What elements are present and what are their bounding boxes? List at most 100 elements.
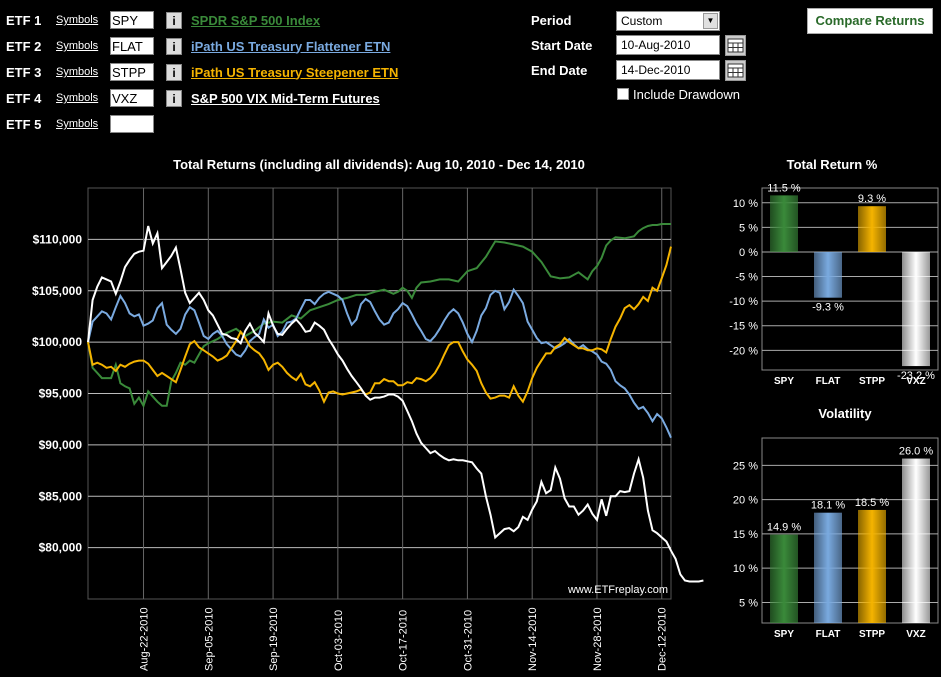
- period-value: Custom: [621, 14, 663, 28]
- y-tick-label: 20 %: [733, 495, 758, 507]
- y-tick-label: -20 %: [729, 345, 758, 357]
- category-label: STPP: [859, 376, 885, 387]
- bar-value-label: -23.2 %: [897, 370, 935, 382]
- x-tick-label: Sep-05-2010: [203, 607, 215, 671]
- x-tick-label: Oct-31-2010: [462, 610, 474, 671]
- chart-title: Total Return %: [787, 157, 878, 172]
- y-tick-label: 25 %: [733, 460, 758, 472]
- series-line-vxz: [87, 225, 704, 583]
- y-tick-label: 5 %: [739, 597, 758, 609]
- symbols-link[interactable]: Symbols: [56, 92, 99, 104]
- calendar-icon[interactable]: [725, 35, 746, 56]
- symbol-input[interactable]: FLAT: [110, 37, 154, 55]
- etf-row-3: ETF 3 Symbols STPP i iPath US Treasury S…: [6, 62, 398, 82]
- end-date-label: End Date: [531, 63, 588, 78]
- x-tick-label: Oct-17-2010: [398, 610, 410, 671]
- y-tick-label: $95,000: [39, 387, 83, 401]
- bar-vxz: [902, 251, 930, 367]
- etf-name-link[interactable]: SPDR S&P 500 Index: [191, 12, 321, 28]
- bar-value-label: 26.0 %: [899, 446, 933, 458]
- bar-value-label: 9.3 %: [858, 193, 886, 205]
- symbol-input[interactable]: SPY: [110, 11, 154, 29]
- etf-label: ETF 3: [6, 64, 42, 80]
- symbols-link[interactable]: Symbols: [56, 14, 99, 26]
- series-line-stpp: [87, 246, 672, 405]
- symbols-link[interactable]: Symbols: [56, 40, 99, 52]
- bar-value-label: 14.9 %: [767, 522, 801, 534]
- y-tick-label: -15 %: [729, 321, 758, 333]
- y-tick-label: 15 %: [733, 529, 758, 541]
- symbol-input[interactable]: [110, 115, 154, 133]
- category-label: VXZ: [906, 629, 925, 640]
- category-label: VXZ: [906, 376, 925, 387]
- etf-label: ETF 5: [6, 116, 42, 132]
- info-icon[interactable]: i: [166, 11, 182, 29]
- start-date-input[interactable]: 10-Aug-2010: [616, 35, 720, 55]
- y-tick-label: -10 %: [729, 296, 758, 308]
- symbol-input[interactable]: VXZ: [110, 89, 154, 107]
- category-label: FLAT: [816, 376, 841, 387]
- chart-title: Total Returns (including all dividends):…: [173, 157, 585, 172]
- x-tick-label: Oct-03-2010: [333, 610, 345, 671]
- etf-row-2: ETF 2 Symbols FLAT i iPath US Treasury F…: [6, 36, 390, 56]
- end-date-input[interactable]: 14-Dec-2010: [616, 60, 720, 80]
- category-label: SPY: [774, 376, 794, 387]
- bar-vxz: [902, 458, 930, 623]
- y-tick-label: $80,000: [39, 541, 83, 555]
- series-line-spy: [87, 223, 671, 409]
- info-icon[interactable]: i: [166, 63, 182, 81]
- etf-name-link[interactable]: iPath US Treasury Steepener ETN: [191, 64, 399, 80]
- info-icon[interactable]: i: [166, 37, 182, 55]
- y-tick-label: $105,000: [32, 284, 82, 298]
- drawdown-label: Include Drawdown: [633, 87, 740, 102]
- x-tick-label: Nov-14-2010: [527, 607, 539, 671]
- y-tick-label: $90,000: [39, 438, 83, 452]
- y-tick-label: 10 %: [733, 198, 758, 210]
- bar-stpp: [858, 509, 886, 623]
- x-tick-label: Aug-22-2010: [139, 607, 151, 671]
- y-tick-label: 0 %: [739, 247, 758, 259]
- bar-stpp: [858, 206, 886, 252]
- info-icon[interactable]: i: [166, 89, 182, 107]
- etf-row-4: ETF 4 Symbols VXZ i S&P 500 VIX Mid-Term…: [6, 88, 380, 108]
- y-tick-label: $110,000: [33, 232, 83, 246]
- bar-value-label: 18.1 %: [811, 500, 845, 512]
- bar-flat: [814, 251, 842, 298]
- bar-flat: [814, 512, 842, 623]
- etf-label: ETF 1: [6, 12, 42, 28]
- bar-spy: [770, 195, 798, 252]
- y-tick-label: -5 %: [735, 272, 758, 284]
- category-label: SPY: [774, 629, 794, 640]
- etf-label: ETF 4: [6, 90, 42, 106]
- etf-label: ETF 2: [6, 38, 42, 54]
- y-tick-label: $100,000: [32, 335, 82, 349]
- y-tick-label: $85,000: [39, 489, 83, 503]
- symbols-link[interactable]: Symbols: [56, 118, 99, 130]
- bar-spy: [770, 534, 798, 623]
- etf-name-link[interactable]: S&P 500 VIX Mid-Term Futures: [191, 90, 380, 106]
- category-label: FLAT: [816, 629, 841, 640]
- category-label: STPP: [859, 629, 885, 640]
- x-tick-label: Sep-19-2010: [268, 607, 280, 671]
- bar-value-label: -9.3 %: [812, 302, 844, 314]
- calendar-icon[interactable]: [725, 60, 746, 81]
- symbols-link[interactable]: Symbols: [56, 66, 99, 78]
- x-tick-label: Nov-28-2010: [592, 607, 604, 671]
- chart-title: Volatility: [818, 406, 872, 421]
- etf-row-1: ETF 1 Symbols SPY i SPDR S&P 500 Index: [6, 10, 320, 30]
- period-label: Period: [531, 13, 572, 28]
- bar-value-label: 11.5 %: [767, 182, 801, 194]
- compare-returns-button[interactable]: Compare Returns: [807, 8, 933, 34]
- etf-name-link[interactable]: iPath US Treasury Flattener ETN: [191, 38, 391, 54]
- y-tick-label: 5 %: [739, 222, 758, 234]
- drawdown-checkbox[interactable]: [617, 88, 629, 100]
- chevron-down-icon[interactable]: ▼: [703, 13, 718, 29]
- y-tick-label: 10 %: [733, 563, 758, 575]
- x-tick-label: Dec-12-2010: [657, 607, 669, 671]
- total-return-bar-chart: Total Return % 10 % 5 % 0 % -5 % -10 % -15 % -…: [729, 157, 939, 387]
- symbol-input[interactable]: STPP: [110, 63, 154, 81]
- bar-value-label: 18.5 %: [855, 497, 889, 509]
- volatility-bar-chart: Volatility 5 % 10 % 15 % 20 % 25 % 14.9 % SPY…: [733, 406, 939, 640]
- period-select[interactable]: Custom ▼: [616, 11, 720, 31]
- watermark: www.ETFreplay.com: [567, 584, 668, 596]
